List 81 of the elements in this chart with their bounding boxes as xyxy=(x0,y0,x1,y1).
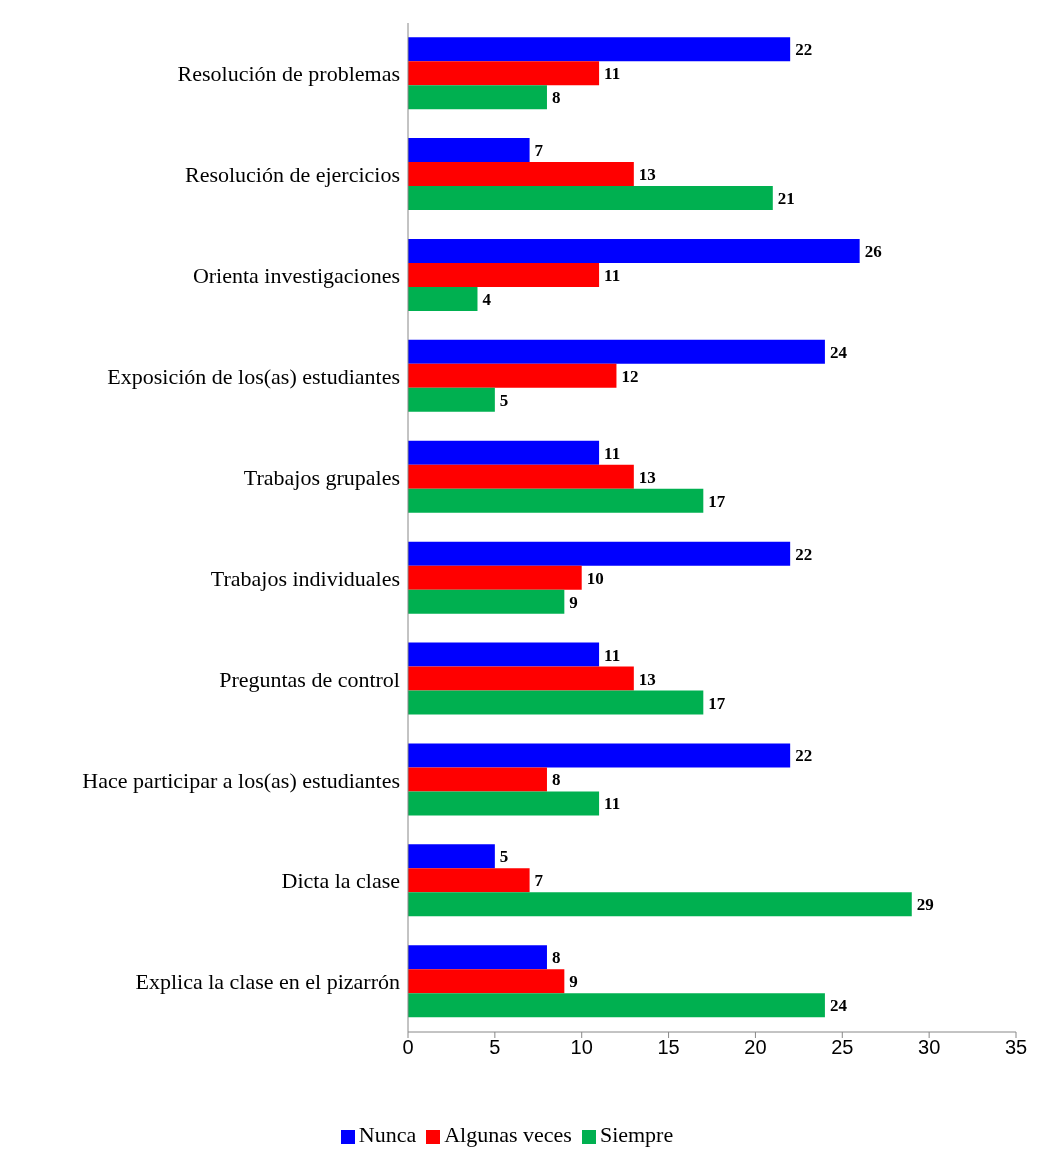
y-tick-label: Dicta la clase xyxy=(281,868,400,894)
bar xyxy=(408,85,547,110)
y-tick-label: Orienta investigaciones xyxy=(192,263,400,289)
bar xyxy=(408,363,617,388)
data-label: 17 xyxy=(708,693,726,713)
x-tick-label: 20 xyxy=(744,1036,767,1059)
data-label: 5 xyxy=(499,847,509,867)
bar xyxy=(408,286,478,311)
bar xyxy=(408,61,600,86)
data-label: 22 xyxy=(795,544,813,564)
data-label: 7 xyxy=(534,141,544,161)
x-tick-label: 0 xyxy=(402,1036,414,1059)
data-label: 5 xyxy=(499,390,509,410)
data-label: 8 xyxy=(551,770,561,790)
bar xyxy=(408,488,704,513)
data-label: 4 xyxy=(482,289,492,309)
bar xyxy=(408,37,791,62)
bar xyxy=(408,868,530,893)
legend-label: Siempre xyxy=(599,1122,674,1147)
bar xyxy=(408,791,600,816)
bar xyxy=(408,844,495,869)
data-label: 8 xyxy=(551,88,561,108)
y-tick-label: Resolución de problemas xyxy=(177,61,400,87)
bar xyxy=(408,969,565,994)
data-label: 13 xyxy=(638,669,656,689)
data-label: 22 xyxy=(795,746,813,766)
data-label: 13 xyxy=(638,467,656,487)
data-label: 10 xyxy=(586,568,604,588)
bar xyxy=(408,565,582,590)
x-tick-label: 25 xyxy=(831,1036,854,1059)
y-tick-label: Preguntas de control xyxy=(219,666,400,692)
bar xyxy=(408,339,825,364)
bar xyxy=(408,642,600,667)
data-label: 11 xyxy=(604,794,621,814)
data-label: 9 xyxy=(569,972,578,992)
y-tick-label: Trabajos individuales xyxy=(210,565,400,591)
legend-label: Algunas veces xyxy=(444,1122,572,1147)
y-tick-label: Trabajos grupales xyxy=(243,464,400,490)
data-label: 22 xyxy=(795,40,813,60)
x-tick-label: 15 xyxy=(657,1036,680,1059)
data-label: 24 xyxy=(829,342,848,362)
bar xyxy=(408,464,634,489)
bar xyxy=(408,666,634,691)
data-label: 9 xyxy=(569,592,578,612)
bar xyxy=(408,440,600,465)
bar xyxy=(408,767,547,792)
bar xyxy=(408,138,530,163)
data-label: 13 xyxy=(638,165,656,185)
bar xyxy=(408,589,565,614)
data-label: 8 xyxy=(551,948,561,968)
data-label: 7 xyxy=(534,871,544,891)
y-tick-label: Exposición de los(as) estudiantes xyxy=(107,363,400,389)
data-label: 29 xyxy=(916,895,934,915)
bar xyxy=(408,162,634,187)
data-label: 21 xyxy=(777,189,795,209)
bar xyxy=(408,387,495,412)
x-tick-label: 5 xyxy=(489,1036,501,1059)
bar xyxy=(408,541,791,566)
bar xyxy=(408,993,825,1018)
y-tick-label: Resolución de ejercicios xyxy=(184,162,400,188)
data-label: 12 xyxy=(621,366,639,386)
data-label: 17 xyxy=(708,491,726,511)
data-label: 11 xyxy=(604,64,621,84)
data-label: 11 xyxy=(604,265,621,285)
bar xyxy=(408,743,791,768)
bar xyxy=(408,238,860,263)
data-label: 11 xyxy=(604,645,621,665)
data-label: 26 xyxy=(864,241,882,261)
data-label: 24 xyxy=(829,996,848,1016)
bar xyxy=(408,186,773,211)
x-tick-label: 30 xyxy=(918,1036,941,1059)
x-tick-label: 10 xyxy=(570,1036,593,1059)
y-tick-label: Hace participar a los(as) estudiantes xyxy=(82,767,400,793)
y-tick-label: Explica la clase en el pizarrón xyxy=(135,969,400,995)
data-label: 11 xyxy=(604,443,621,463)
x-tick-label: 35 xyxy=(1004,1036,1028,1059)
bar xyxy=(408,945,547,970)
bar xyxy=(408,690,704,715)
legend-label: Nunca xyxy=(358,1122,417,1147)
bar xyxy=(408,262,600,287)
bar xyxy=(408,892,912,917)
